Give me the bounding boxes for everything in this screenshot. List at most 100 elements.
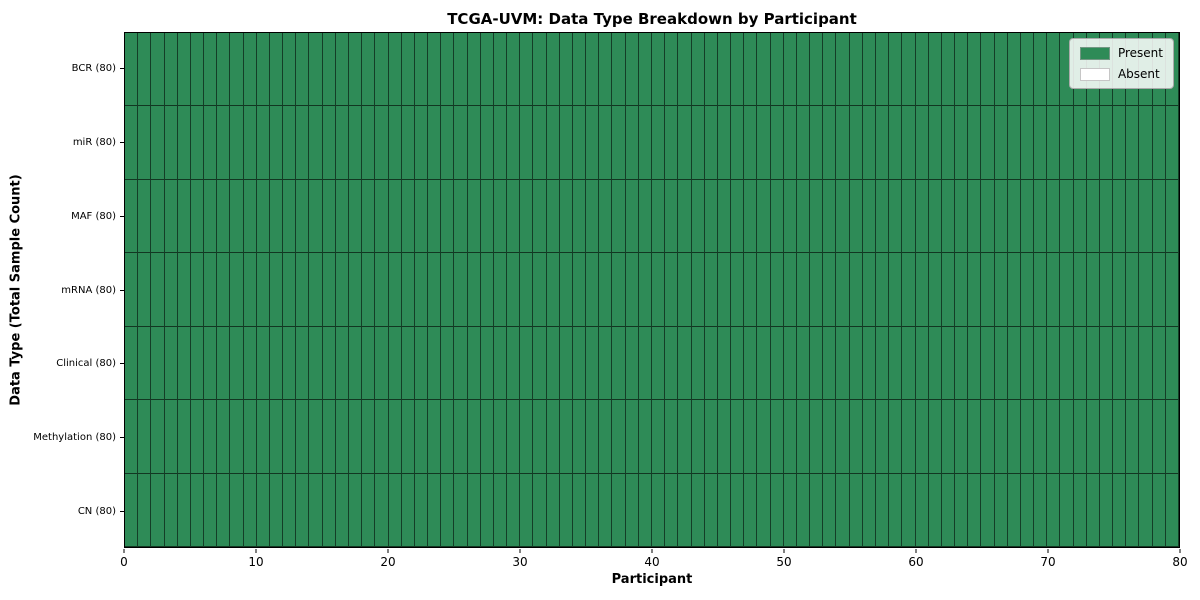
y-tick-label: Clinical (80)	[0, 327, 124, 401]
heatmap-cell	[889, 179, 903, 254]
heatmap-cell	[1020, 400, 1035, 474]
heatmap-cell	[981, 326, 995, 401]
heatmap-cell	[507, 253, 521, 327]
heatmap-cell	[849, 400, 863, 474]
x-tick-label: 40	[644, 555, 660, 569]
heatmap-cell	[1020, 253, 1035, 327]
heatmap-cell	[559, 106, 573, 180]
legend-swatch-icon	[1079, 67, 1110, 81]
heatmap-cell	[533, 33, 547, 107]
heatmap-cell	[480, 473, 494, 547]
heatmap-cell	[810, 253, 824, 327]
heatmap-cell	[559, 400, 573, 474]
heatmap-cell	[204, 106, 218, 180]
heatmap-cell	[744, 400, 758, 474]
heatmap-cell	[612, 400, 626, 474]
heatmap-cell	[533, 253, 547, 327]
heatmap-cell	[296, 179, 310, 254]
heatmap-cell	[928, 33, 942, 107]
heatmap-cell	[638, 33, 652, 107]
heatmap-cell	[388, 326, 402, 401]
heatmap-cell	[678, 106, 692, 180]
heatmap-cell	[546, 400, 560, 474]
heatmap-cell	[889, 33, 903, 107]
heatmap-cell	[994, 326, 1008, 401]
heatmap-cell	[480, 106, 494, 180]
heatmap-cell	[520, 253, 534, 327]
heatmap-cell	[1099, 400, 1114, 474]
heatmap-cell	[928, 400, 942, 474]
heatmap-cell	[480, 400, 494, 474]
heatmap-cell	[731, 33, 745, 107]
heatmap-cell	[243, 253, 257, 327]
heatmap-cell	[454, 326, 468, 401]
heatmap-cell	[546, 106, 560, 180]
x-tick-label: 0	[120, 555, 128, 569]
heatmap-cell	[1047, 253, 1061, 327]
heatmap-cell	[204, 400, 218, 474]
heatmap-cell	[217, 473, 231, 547]
y-tick-label: BCR (80)	[0, 32, 124, 106]
legend-swatch-icon	[1079, 46, 1110, 60]
heatmap-cell	[678, 326, 692, 401]
heatmap-cell	[1034, 473, 1048, 547]
x-axis-label: Participant	[611, 572, 693, 587]
heatmap-cell	[283, 326, 297, 401]
heatmap-cell	[994, 106, 1008, 180]
heatmap-cell	[348, 400, 363, 474]
heatmap-cell	[309, 106, 323, 180]
heatmap-cell	[652, 473, 666, 547]
heatmap-cell	[625, 326, 639, 401]
heatmap-cell	[796, 253, 811, 327]
heatmap-cell	[625, 106, 639, 180]
heatmap-cell	[915, 400, 929, 474]
heatmap-cell	[1099, 326, 1114, 401]
heatmap-cell	[862, 253, 876, 327]
heatmap-cell	[243, 400, 257, 474]
x-tick-mark	[783, 549, 785, 553]
heatmap-cell	[796, 400, 811, 474]
heatmap-cell	[757, 253, 771, 327]
heatmap-cell	[665, 106, 679, 180]
heatmap-cell	[164, 400, 178, 474]
heatmap-cell	[823, 253, 837, 327]
heatmap-cell	[269, 253, 284, 327]
heatmap-cell	[441, 473, 455, 547]
heatmap-cell	[428, 106, 442, 180]
heatmap-cell	[836, 400, 850, 474]
heatmap-cell	[414, 400, 429, 474]
heatmap-cell	[981, 179, 995, 254]
heatmap-cell	[599, 33, 613, 107]
heatmap-cell	[348, 253, 363, 327]
heatmap-cell	[770, 400, 784, 474]
heatmap-cell	[388, 179, 402, 254]
heatmap-cell	[348, 179, 363, 254]
heatmap-cell	[204, 33, 218, 107]
heatmap-cell	[902, 179, 916, 254]
heatmap-cell	[559, 253, 573, 327]
heatmap-cell	[1060, 253, 1074, 327]
heatmap-cell	[994, 253, 1008, 327]
heatmap-cell	[704, 400, 718, 474]
heatmap-cell	[125, 473, 139, 547]
heatmap-cell	[652, 33, 666, 107]
y-tick-label: CN (80)	[0, 474, 124, 548]
heatmap-cell	[941, 33, 956, 107]
heatmap-cell	[968, 106, 982, 180]
heatmap-cell	[902, 473, 916, 547]
heatmap-cell	[731, 106, 745, 180]
heatmap-cell	[941, 326, 956, 401]
heatmap-cell	[638, 473, 652, 547]
heatmap-cell	[757, 473, 771, 547]
heatmap-cell	[1165, 106, 1179, 180]
heatmap-cell	[441, 326, 455, 401]
heatmap-cell	[770, 179, 784, 254]
heatmap-cell	[322, 473, 336, 547]
heatmap-cell	[190, 326, 205, 401]
plot-area: Present Absent	[124, 32, 1180, 548]
heatmap-cell	[362, 33, 376, 107]
heatmap-cell	[915, 179, 929, 254]
heatmap-cell	[862, 473, 876, 547]
heatmap-cell	[968, 253, 982, 327]
heatmap-cell	[204, 326, 218, 401]
